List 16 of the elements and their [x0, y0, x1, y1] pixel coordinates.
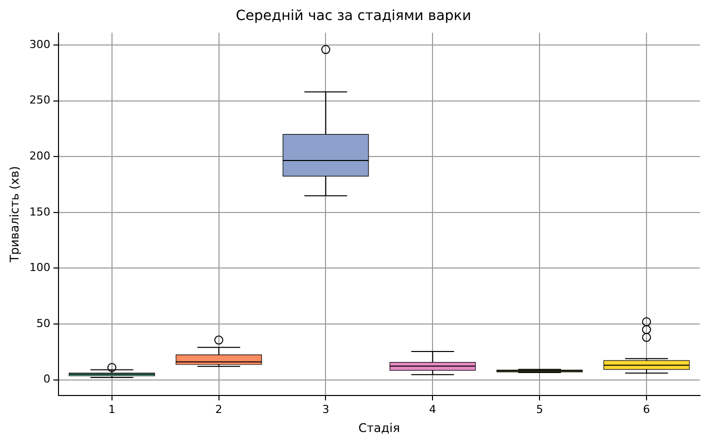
- x-tick-label: 2: [215, 402, 222, 416]
- y-tick-label: 50: [36, 316, 50, 330]
- x-tick-label: 5: [536, 402, 544, 416]
- x-axis-title: Стадія: [358, 420, 400, 435]
- y-tick-label: 300: [29, 38, 50, 51]
- x-tick-label: 3: [322, 402, 330, 416]
- x-tick-label: 1: [108, 402, 116, 416]
- x-tick-label: 4: [429, 402, 436, 416]
- y-tick-label: 150: [29, 205, 50, 218]
- x-tick-label: 6: [643, 402, 650, 416]
- y-tick-label: 250: [29, 94, 50, 107]
- chart-title: Середній час за стадіями варки: [236, 8, 472, 24]
- y-tick-label: 0: [43, 372, 50, 386]
- y-tick-label: 200: [29, 150, 50, 162]
- y-axis-title: Тривалість (хв): [7, 166, 22, 264]
- y-tick-label: 100: [29, 261, 50, 274]
